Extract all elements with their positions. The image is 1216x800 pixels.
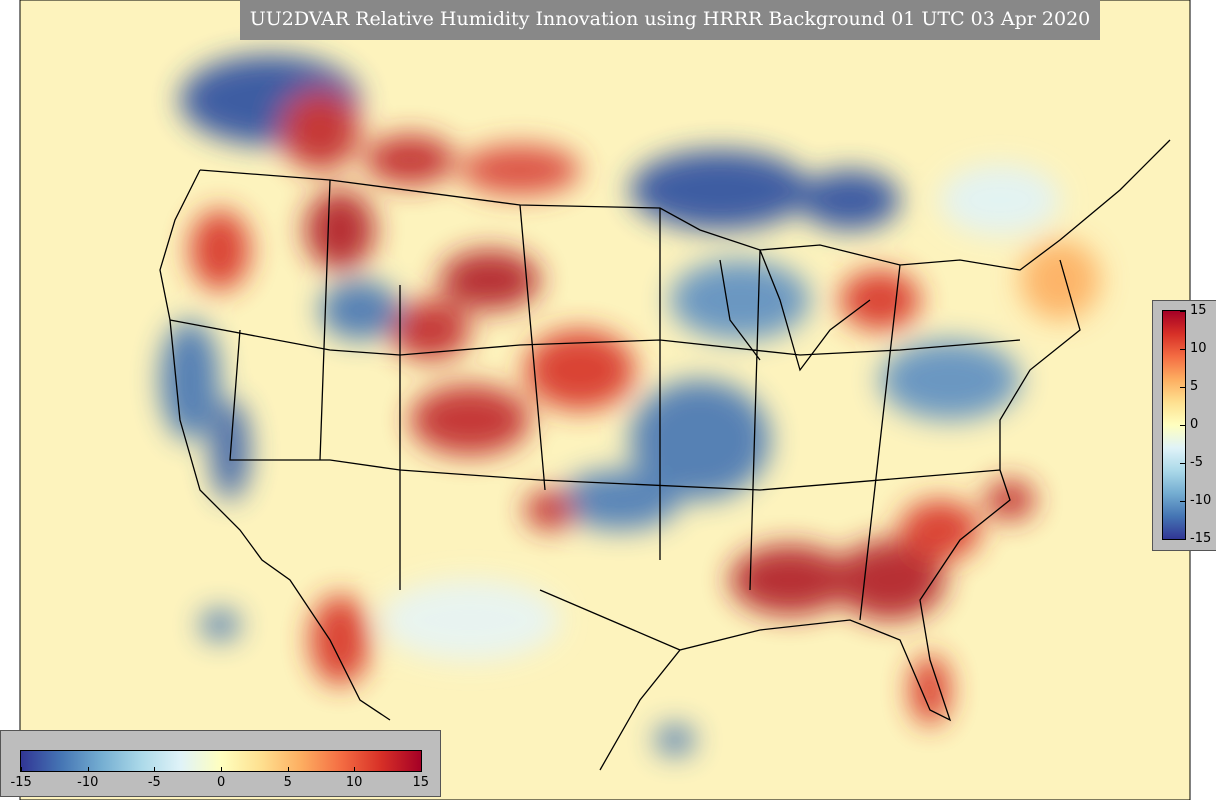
- tick-label: 0: [1190, 417, 1199, 432]
- tick-mark: [287, 767, 289, 772]
- field: [160, 55, 1100, 755]
- map-title: UU2DVAR Relative Humidity Innovation usi…: [240, 0, 1100, 40]
- tick-mark: [87, 767, 89, 772]
- tick-mark: [1180, 501, 1185, 502]
- tick-mark: [1180, 349, 1185, 350]
- colorbar-panel: 15 10 5 0 -5 -10 -15: [1152, 300, 1216, 551]
- tick-label: -15: [10, 775, 32, 790]
- tick-mark: [1180, 463, 1185, 464]
- tick-mark: [221, 767, 222, 772]
- tick-label: -5: [1190, 455, 1203, 470]
- tick-label: 10: [345, 775, 363, 790]
- tick-mark: [1180, 387, 1185, 388]
- tick-label: 10: [1190, 341, 1207, 356]
- tick-label: 15: [1190, 303, 1207, 318]
- tick-mark: [154, 767, 156, 772]
- tick-label: -5: [147, 775, 161, 790]
- tick-mark: [21, 767, 22, 772]
- tick-mark: [1180, 425, 1185, 426]
- colorbar-panel: -15 -10 -5 0 5 10 15: [0, 730, 441, 797]
- tick-label: 5: [1190, 379, 1199, 394]
- tick-label: 0: [217, 775, 226, 790]
- tick-mark: [421, 767, 422, 772]
- tick-label: -10: [1190, 493, 1212, 508]
- tick-label: -10: [77, 775, 99, 790]
- tick-mark: [1180, 311, 1185, 312]
- tick-label: 5: [283, 775, 292, 790]
- tick-mark: [354, 767, 356, 772]
- tick-label: -15: [1190, 531, 1212, 546]
- tick-mark: [1180, 539, 1185, 540]
- boundaries: [159, 139, 1171, 771]
- tick-label: 15: [412, 775, 430, 790]
